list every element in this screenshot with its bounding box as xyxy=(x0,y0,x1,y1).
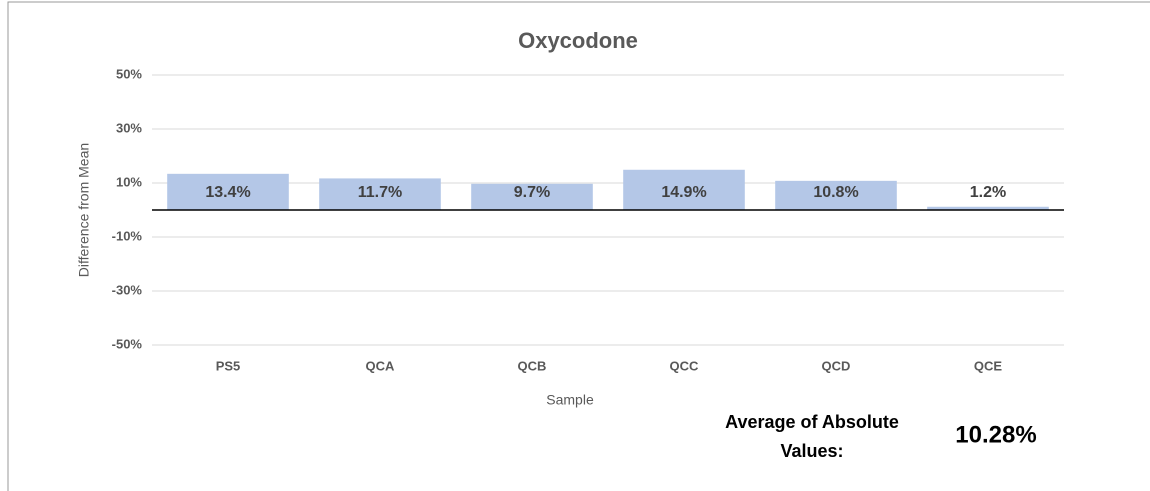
value-label: 10.8% xyxy=(813,184,858,201)
value-label: 13.4% xyxy=(205,184,250,201)
bar xyxy=(319,178,441,210)
bar xyxy=(775,180,897,210)
bar xyxy=(623,169,745,210)
x-tick-label: QCE xyxy=(974,358,1003,373)
value-label: 14.9% xyxy=(661,184,706,201)
annotation: Values: xyxy=(780,441,843,461)
value-label: 1.2% xyxy=(970,184,1006,201)
x-tick-label: QCB xyxy=(518,358,547,373)
x-tick-label: QCA xyxy=(366,358,396,373)
y-tick-label: 30% xyxy=(116,120,142,135)
bar xyxy=(167,173,289,210)
y-tick-label: -10% xyxy=(112,228,143,243)
y-axis-title: Difference from Mean xyxy=(76,143,92,277)
value-label: 9.7% xyxy=(514,184,550,201)
chart-title: Oxycodone xyxy=(518,28,638,53)
value-label: 11.7% xyxy=(358,184,402,201)
y-tick-label: -50% xyxy=(112,336,143,351)
y-tick-label: 50% xyxy=(116,66,142,81)
annotation: 10.28% xyxy=(955,421,1036,448)
x-axis-title: Sample xyxy=(546,392,594,408)
chart-frame xyxy=(7,1,1150,491)
annotation: Average of Absolute xyxy=(725,412,899,432)
x-tick-label: PS5 xyxy=(216,358,241,373)
bar xyxy=(927,206,1049,210)
x-tick-label: QCC xyxy=(670,358,700,373)
y-tick-label: 10% xyxy=(116,174,142,189)
y-tick-label: -30% xyxy=(112,282,143,297)
bar xyxy=(471,183,593,210)
x-tick-label: QCD xyxy=(822,358,851,373)
